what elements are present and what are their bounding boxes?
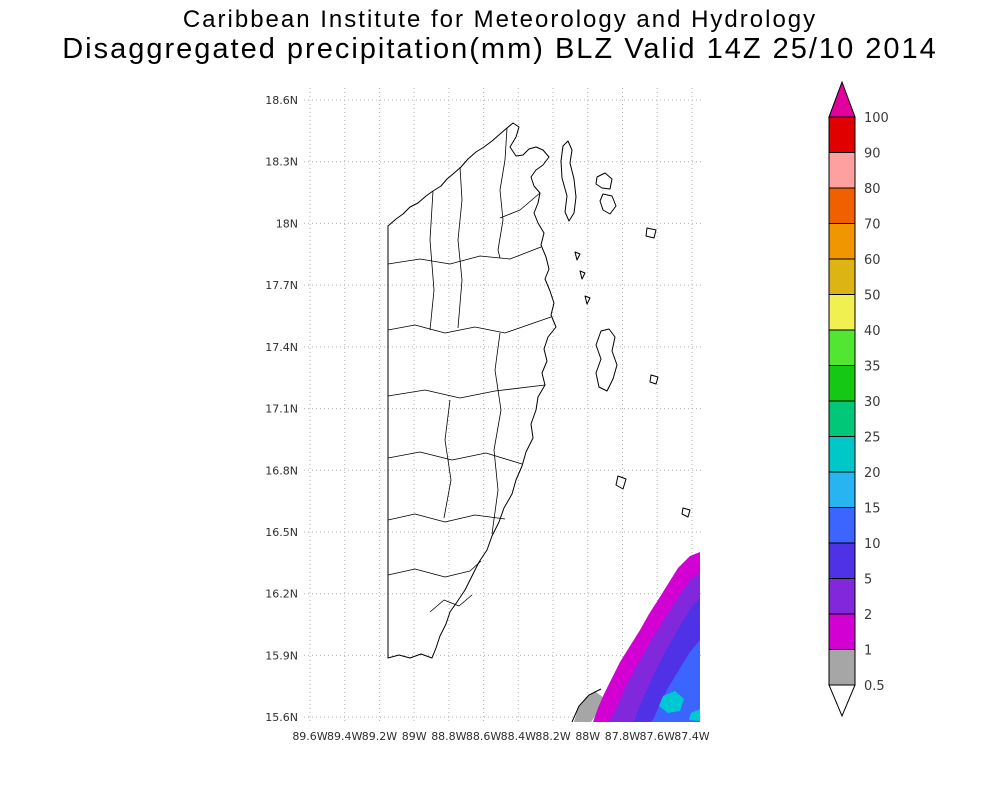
ambergris-caye xyxy=(560,140,577,222)
lighthouse-reef xyxy=(649,374,659,385)
legend-value-label: 15 xyxy=(864,502,881,517)
lon-tick-label: 88.8W xyxy=(431,730,466,743)
legend-value-label: 60 xyxy=(864,253,881,268)
colorbar-legend: 100 90 80 70 60 50 40 35 30 25 20 15 10 5 2 1 0.5 xyxy=(828,80,889,718)
legend-segment xyxy=(828,613,856,650)
district-boundary xyxy=(457,166,463,329)
lon-tick-label: 88.6W xyxy=(466,730,501,743)
lat-tick-label: 15.6N xyxy=(265,711,298,724)
district-boundary xyxy=(429,594,473,613)
plot-titles: Caribbean Institute for Meteorology and … xyxy=(0,6,1000,65)
district-boundary xyxy=(387,451,523,465)
legend-segment xyxy=(828,400,856,437)
legend-value-label: 30 xyxy=(864,395,881,410)
northern-caye xyxy=(599,193,617,215)
legend-under-arrow xyxy=(828,684,856,718)
caye xyxy=(574,251,581,261)
district-boundary xyxy=(443,399,452,519)
lon-tick-label: 89.4W xyxy=(327,730,362,743)
lat-tick-label: 16.2N xyxy=(265,588,298,601)
grid-lines xyxy=(304,88,701,722)
legend-value-label: 1 xyxy=(864,644,872,659)
legend-segment xyxy=(828,152,856,189)
legend-segment xyxy=(828,187,856,224)
district-boundary xyxy=(491,332,502,535)
lon-tick-label: 88.2W xyxy=(535,730,570,743)
legend-segment xyxy=(828,649,856,686)
legend-value-label: 5 xyxy=(864,573,872,588)
legend-value-label: 70 xyxy=(864,218,881,233)
legend-value-label: 90 xyxy=(864,147,881,162)
legend-segment xyxy=(828,258,856,295)
legend-value-label: 0.5 xyxy=(864,679,885,694)
lat-tick-label: 15.9N xyxy=(265,649,298,662)
legend-segment xyxy=(828,507,856,544)
belize-mainland-coastline xyxy=(387,122,557,659)
lon-tick-label: 88.4W xyxy=(501,730,536,743)
legend-value-label: 50 xyxy=(864,289,881,304)
lon-tick-label: 87.8W xyxy=(605,730,640,743)
legend-value-label: 25 xyxy=(864,431,881,446)
plot-subtitle: Disaggregated precipitation(mm) BLZ Vali… xyxy=(62,32,938,65)
legend-segment xyxy=(828,294,856,331)
lon-tick-label: 89.6W xyxy=(292,730,327,743)
caye xyxy=(584,295,591,305)
legend-value-label: 40 xyxy=(864,324,881,339)
legend-segment xyxy=(828,365,856,402)
legend-over-arrow xyxy=(828,80,856,118)
district-boundary xyxy=(387,316,552,334)
district-boundary xyxy=(387,513,506,523)
lat-tick-label: 16.8N xyxy=(265,464,298,477)
district-boundary xyxy=(429,190,435,331)
precipitation-shading xyxy=(571,552,700,723)
legend-value-label: 35 xyxy=(864,360,881,375)
lat-tick-label: 17.4N xyxy=(265,341,298,354)
small-island xyxy=(645,227,657,239)
lon-tick-label: 87.6W xyxy=(640,730,675,743)
caye xyxy=(579,270,586,280)
legend-segment xyxy=(828,471,856,508)
legend-segment xyxy=(828,436,856,473)
turneffe-atoll xyxy=(595,328,618,392)
district-boundary xyxy=(497,127,508,259)
district-boundary xyxy=(499,192,541,219)
district-boundary xyxy=(387,560,482,578)
institute-title: Caribbean Institute for Meteorology and … xyxy=(182,6,818,33)
lon-tick-label: 89.2W xyxy=(362,730,397,743)
northern-caye xyxy=(595,172,613,190)
legend-segment xyxy=(828,542,856,579)
legend-segment xyxy=(828,578,856,615)
precip-region-gray xyxy=(574,692,604,722)
glovers-reef xyxy=(615,475,627,490)
legend-value-label: 80 xyxy=(864,182,881,197)
district-boundary xyxy=(387,246,542,265)
legend-segment xyxy=(828,116,856,153)
precip-region-cyan xyxy=(659,691,684,713)
legend-value-label: 10 xyxy=(864,537,881,552)
belize-outlines xyxy=(387,122,691,659)
lon-tick-label: 87.4W xyxy=(674,730,709,743)
lon-tick-label: 89W xyxy=(402,730,427,743)
small-island xyxy=(681,507,691,518)
precip-region-cyan xyxy=(689,709,700,721)
lat-tick-label: 17.7N xyxy=(265,279,298,292)
coastline-southwest xyxy=(571,688,602,723)
legend-value-label: 2 xyxy=(864,608,872,623)
axis-labels: 18.6N 18.3N 18N 17.7N 17.4N 17.1N 16.8N 16.5N 16… xyxy=(265,94,709,743)
lon-tick-label: 88W xyxy=(575,730,600,743)
lat-tick-label: 16.5N xyxy=(265,526,298,539)
lat-tick-label: 18.3N xyxy=(265,156,298,169)
legend-value-label: 100 xyxy=(864,111,889,126)
legend-segment xyxy=(828,223,856,260)
legend-value-label: 20 xyxy=(864,466,881,481)
district-boundary xyxy=(387,384,546,399)
lat-tick-label: 18.6N xyxy=(265,94,298,107)
lat-tick-label: 17.1N xyxy=(265,403,298,416)
lat-tick-label: 18N xyxy=(276,217,298,230)
legend-segment xyxy=(828,329,856,366)
